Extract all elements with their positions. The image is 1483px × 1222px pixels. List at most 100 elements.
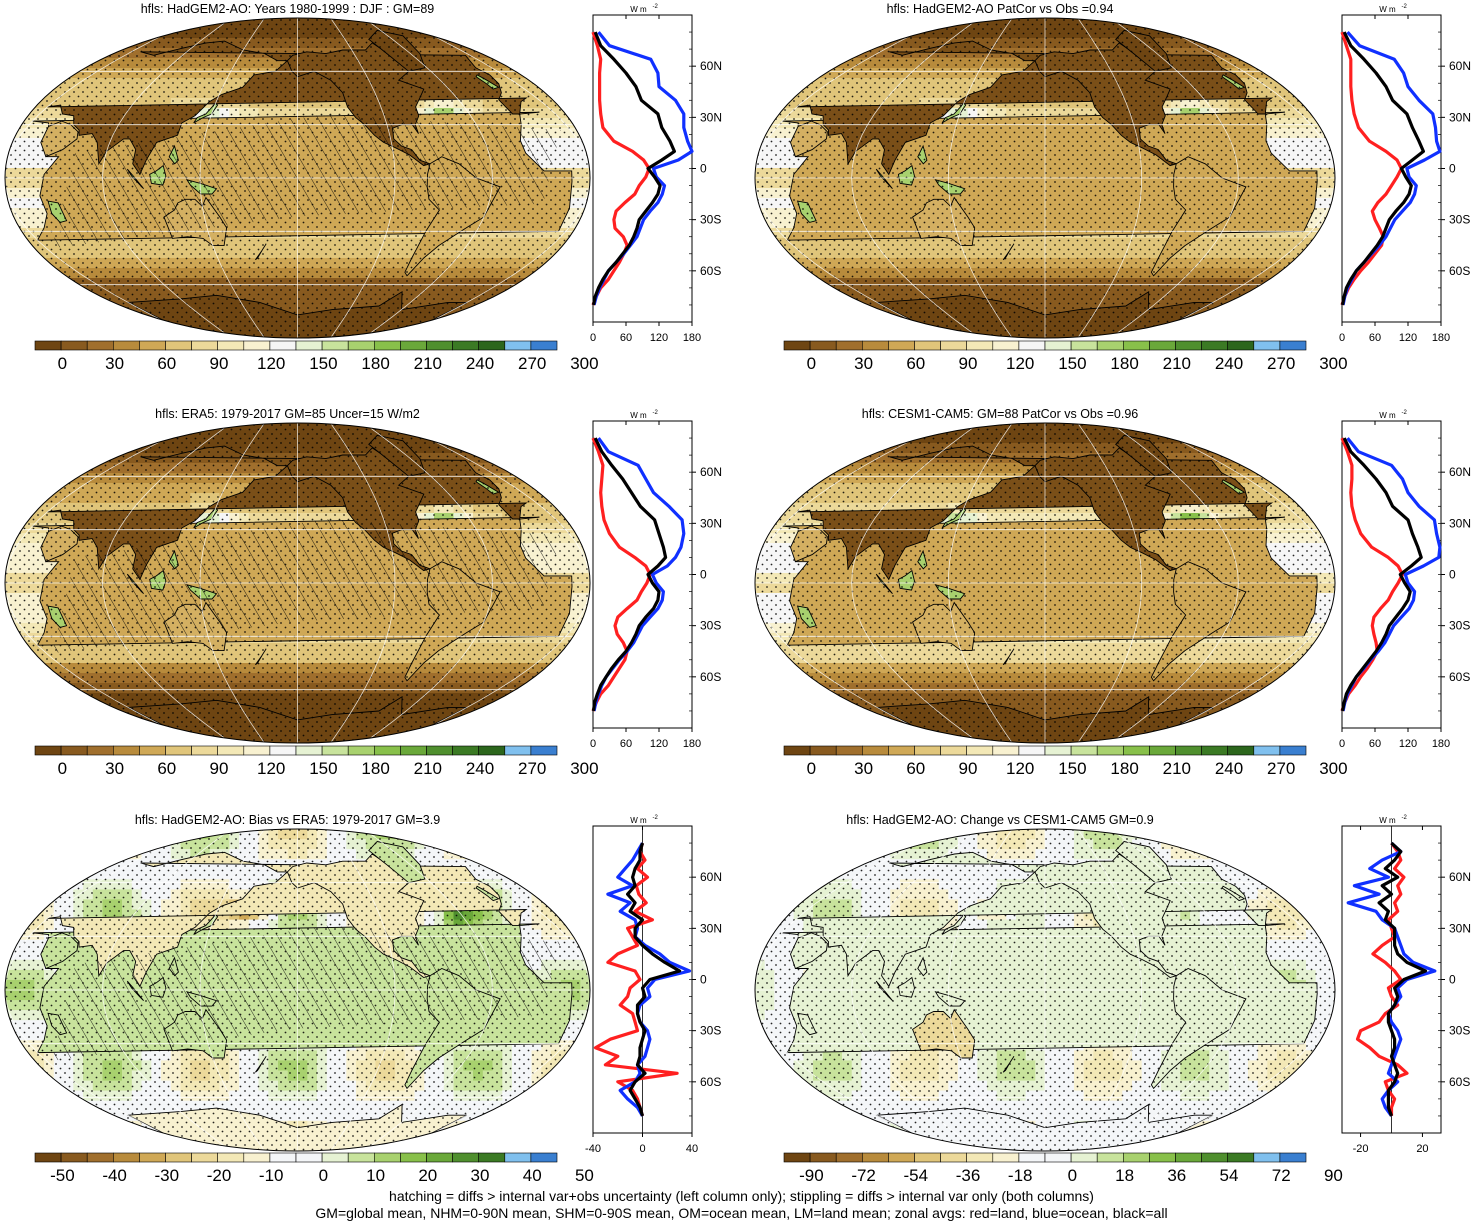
colorbar-swatch [1280, 746, 1306, 755]
unit-label-exp: -2 [1402, 815, 1408, 821]
colorbar-tick-label: 60 [157, 354, 176, 373]
colorbar-tick-label: -30 [155, 1166, 180, 1185]
colorbar-swatch [1228, 746, 1254, 755]
y-tick-label: 0 [1449, 162, 1456, 176]
colorbar-swatch [836, 1153, 862, 1162]
colorbar-swatch [113, 1153, 139, 1162]
chart-panel-6: hfls: HadGEM2-AO: Change vs CESM1-CAM5 G… [755, 813, 1471, 1185]
x-tick-label: 120 [1399, 738, 1417, 750]
colorbar-tick-label: 50 [575, 1166, 594, 1185]
colorbar-tick-label: 210 [1163, 759, 1191, 778]
y-tick-label: 0 [700, 568, 707, 582]
colorbar-swatch [322, 746, 348, 755]
colorbar-swatch [296, 1153, 322, 1162]
colorbar-tick-label: 120 [1006, 354, 1034, 373]
colorbar-swatch [113, 341, 139, 350]
colorbar-tick-label: -18 [1008, 1166, 1033, 1185]
colorbar-tick-label: 30 [854, 759, 873, 778]
colorbar-tick-label: -54 [904, 1166, 929, 1185]
colorbar-swatch [993, 1153, 1019, 1162]
colorbar-swatch [810, 341, 836, 350]
colorbar-swatch [1280, 1153, 1306, 1162]
colorbar-swatch [35, 341, 61, 350]
colorbar-tick-label: 0 [58, 354, 67, 373]
colorbar-swatch [87, 341, 113, 350]
colorbar-swatch [810, 746, 836, 755]
panel-title: hfls: CESM1-CAM5: GM=88 PatCor vs Obs =0… [862, 407, 1139, 421]
map-field [5, 829, 591, 1152]
colorbar-tick-label: 0 [1068, 1166, 1077, 1185]
map-field [755, 423, 1336, 744]
colorbar-swatch [967, 1153, 993, 1162]
x-tick-label: 180 [1432, 332, 1450, 344]
colorbar-tick-label: -36 [956, 1166, 981, 1185]
colorbar-tick-label: -20 [207, 1166, 232, 1185]
colorbar-swatch [374, 1153, 400, 1162]
colorbar-swatch [270, 1153, 296, 1162]
colorbar-swatch [1228, 341, 1254, 350]
colorbar-swatch [1019, 1153, 1045, 1162]
y-tick-label: 30S [700, 619, 721, 633]
colorbar-tick-label: 270 [1267, 354, 1295, 373]
colorbar-swatch [374, 341, 400, 350]
colorbar-swatch [1071, 1153, 1097, 1162]
colorbar-swatch [1123, 341, 1149, 350]
y-tick-label: 30S [700, 213, 721, 227]
colorbar-swatch [888, 341, 914, 350]
x-tick-label: 0 [590, 738, 596, 750]
colorbar-swatch [244, 746, 270, 755]
colorbar-swatch [505, 341, 531, 350]
colorbar-swatch [348, 746, 374, 755]
panel-title: hfls: HadGEM2-AO: Change vs CESM1-CAM5 G… [846, 813, 1153, 827]
colorbar-swatch [1097, 341, 1123, 350]
colorbar-swatch [1254, 341, 1280, 350]
y-tick-label: 0 [700, 973, 707, 987]
colorbar-tick-label: 30 [105, 354, 124, 373]
colorbar-swatch [915, 341, 941, 350]
x-tick-label: 120 [650, 738, 668, 750]
colorbar-swatch [1019, 746, 1045, 755]
colorbar-tick-label: 0 [319, 1166, 328, 1185]
colorbar-swatch [967, 341, 993, 350]
colorbar-tick-label: -40 [102, 1166, 127, 1185]
x-tick-label: 0 [590, 332, 596, 344]
y-tick-label: 30S [1449, 213, 1470, 227]
colorbar-tick-label: 0 [58, 759, 67, 778]
unit-label-exp: -2 [653, 815, 659, 821]
x-tick-label: 120 [650, 332, 668, 344]
panel-title: hfls: HadGEM2-AO: Years 1980-1999 : DJF … [141, 2, 435, 16]
y-tick-label: 60S [700, 1075, 721, 1089]
chart-panel-1: hfls: HadGEM2-AO: Years 1980-1999 : DJF … [5, 2, 722, 373]
x-tick-label: -40 [585, 1143, 601, 1155]
y-tick-label: 30N [700, 110, 722, 124]
colorbar-tick-label: 120 [257, 354, 285, 373]
colorbar-swatch [87, 1153, 113, 1162]
colorbar-swatch [139, 1153, 165, 1162]
chart-panel-3: hfls: ERA5: 1979-2017 GM=85 Uncer=15 W/m… [5, 407, 722, 778]
x-tick-label: 180 [683, 738, 701, 750]
unit-label: W m [630, 5, 647, 14]
colorbar-tick-label: 72 [1272, 1166, 1291, 1185]
x-tick-label: 180 [683, 332, 701, 344]
colorbar-tick-label: 240 [466, 354, 494, 373]
colorbar-swatch [427, 746, 453, 755]
unit-label-exp: -2 [653, 4, 659, 10]
colorbar-swatch [531, 1153, 557, 1162]
colorbar-swatch [941, 341, 967, 350]
unit-label-exp: -2 [1402, 4, 1408, 10]
colorbar-tick-label: 180 [361, 354, 389, 373]
colorbar-tick-label: 300 [1319, 759, 1347, 778]
colorbar-swatch [505, 746, 531, 755]
colorbar-tick-label: 20 [418, 1166, 437, 1185]
colorbar-swatch [139, 746, 165, 755]
colorbar-swatch [192, 746, 218, 755]
colorbar-tick-label: 54 [1220, 1166, 1239, 1185]
unit-label: W m [1379, 816, 1396, 825]
y-tick-label: 30N [700, 516, 722, 530]
y-tick-label: 30S [700, 1024, 721, 1038]
y-tick-label: 60S [1449, 264, 1470, 278]
